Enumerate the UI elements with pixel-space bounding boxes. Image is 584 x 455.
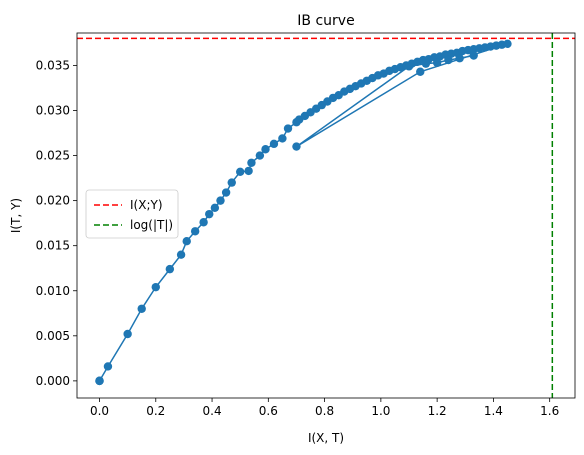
x-tick-label: 1.0 xyxy=(371,404,390,418)
data-point xyxy=(123,329,132,339)
chart-title: IB curve xyxy=(297,13,354,29)
data-point xyxy=(432,58,442,67)
y-tick-label: 0.010 xyxy=(36,284,70,298)
data-point xyxy=(235,167,245,176)
data-point xyxy=(176,250,186,259)
data-point xyxy=(469,51,478,60)
data-point xyxy=(210,203,220,213)
data-point xyxy=(95,376,104,386)
y-tick-label: 0.015 xyxy=(36,239,70,253)
x-tick-label: 0.0 xyxy=(90,404,109,418)
y-tick-label: 0.005 xyxy=(36,329,70,343)
data-point xyxy=(421,59,431,68)
data-point xyxy=(503,39,512,49)
data-point xyxy=(165,264,175,274)
legend-label: I(X;Y) xyxy=(130,198,163,212)
data-point xyxy=(292,142,301,151)
x-tick-label: 0.4 xyxy=(203,404,222,418)
legend-box xyxy=(85,189,179,239)
legend: I(X;Y) log(|T|) xyxy=(85,189,179,239)
data-point xyxy=(261,145,270,154)
y-tick-label: 0.025 xyxy=(36,149,70,163)
x-tick-label: 0.6 xyxy=(259,404,278,418)
x-tick-label: 1.6 xyxy=(540,404,559,418)
x-tick-label: 1.4 xyxy=(484,404,503,418)
y-axis-ticks: 0.000 0.005 0.010 0.015 0.020 0.025 0.030 0.035 xyxy=(36,58,77,388)
y-tick-label: 0.020 xyxy=(36,194,70,208)
y-tick-label: 0.035 xyxy=(36,58,70,72)
data-point xyxy=(182,236,191,246)
y-axis-label: I(T, Y) xyxy=(9,198,23,233)
data-point xyxy=(278,134,287,143)
data-point xyxy=(216,196,225,205)
x-axis-label: I(X, T) xyxy=(308,431,344,445)
data-point xyxy=(416,67,425,76)
y-tick-label: 0.000 xyxy=(36,374,70,388)
data-point xyxy=(190,227,200,236)
data-point xyxy=(455,54,464,63)
data-point xyxy=(137,304,146,313)
data-point xyxy=(283,124,293,133)
data-point xyxy=(247,158,256,167)
x-tick-label: 0.2 xyxy=(146,404,165,418)
x-axis-ticks: 0.0 0.2 0.4 0.6 0.8 1.0 1.2 1.4 1.6 xyxy=(90,398,559,418)
legend-label: log(|T|) xyxy=(130,218,173,232)
data-point xyxy=(221,188,231,197)
plot-content xyxy=(77,33,575,398)
data-point xyxy=(404,62,414,71)
data-point xyxy=(444,55,453,65)
data-point xyxy=(269,139,279,149)
data-point xyxy=(103,362,113,371)
y-tick-label: 0.030 xyxy=(36,104,70,118)
axes-frame xyxy=(76,32,576,399)
x-tick-label: 1.2 xyxy=(428,404,447,418)
x-tick-label: 0.8 xyxy=(315,404,334,418)
data-point xyxy=(255,151,265,160)
data-point xyxy=(205,209,214,219)
data-point xyxy=(244,166,253,176)
plot-area xyxy=(77,33,575,398)
data-point xyxy=(199,218,208,227)
data-point xyxy=(151,282,160,292)
data-point xyxy=(227,178,236,187)
